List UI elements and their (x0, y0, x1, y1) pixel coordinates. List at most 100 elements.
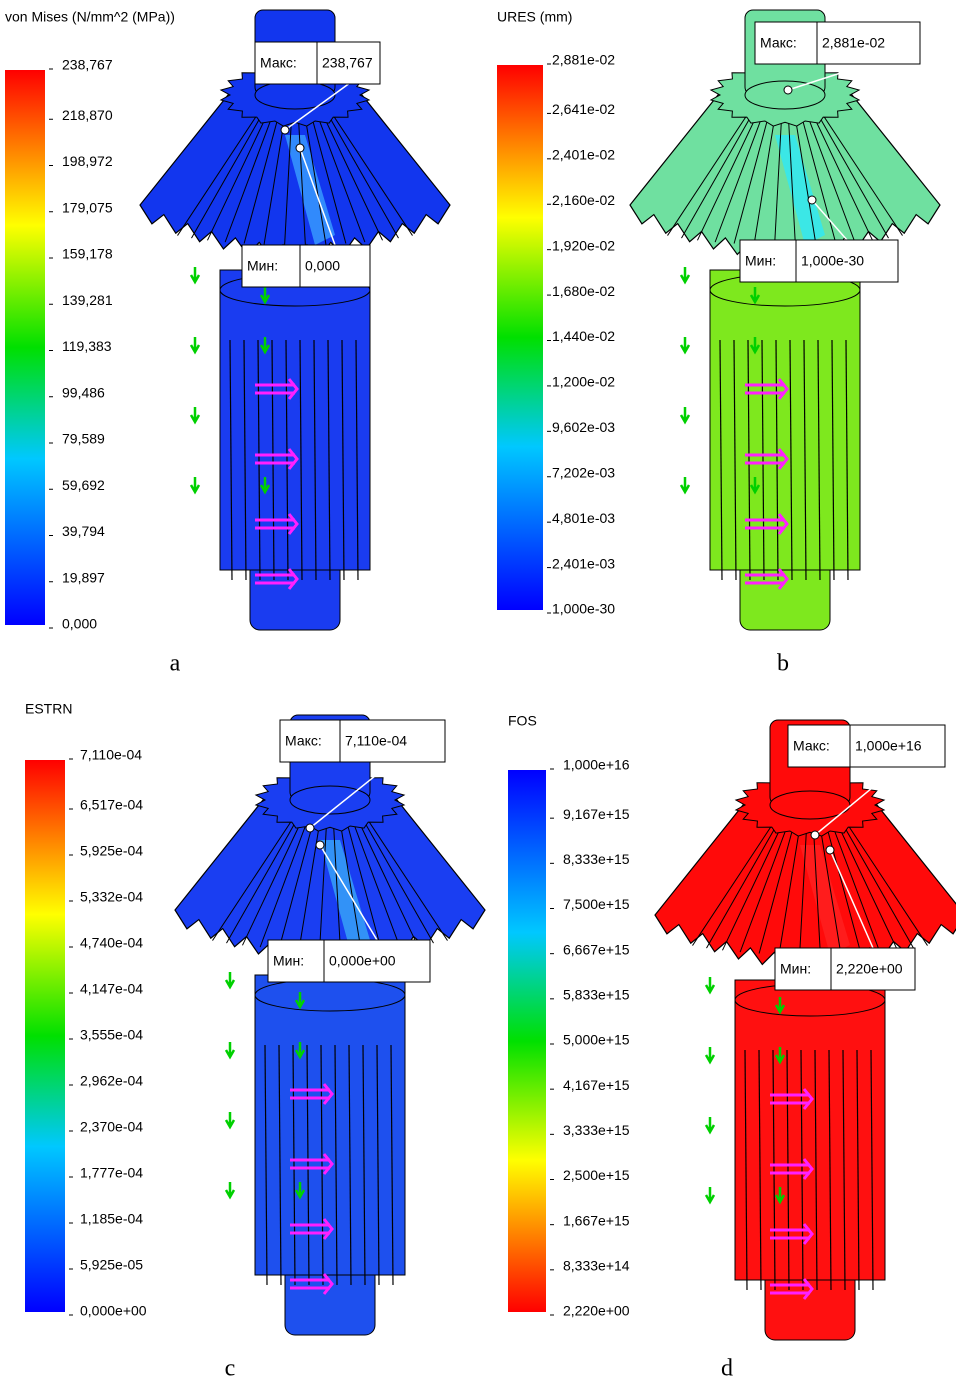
scale-label: 179,075 (62, 199, 113, 215)
fixture-arrow (226, 1042, 234, 1057)
probe-point (306, 824, 314, 832)
scale-label: 2,881e-02 (552, 52, 615, 68)
color-bar (508, 770, 546, 1312)
scale-label: 139,281 (62, 292, 113, 308)
scale-label: 2,401e-03 (552, 555, 615, 571)
scale-label: 1,440e-02 (552, 328, 615, 344)
legend-title: ESTRN (25, 701, 72, 717)
fixture-arrow (706, 1117, 714, 1132)
fixture-arrow (191, 477, 199, 492)
panel-caption: a (170, 651, 181, 677)
boss-top (770, 791, 850, 819)
scale-label: 5,000e+15 (563, 1032, 630, 1048)
fixture-arrow (681, 407, 689, 422)
fixture-arrow (681, 337, 689, 352)
scale-label: 19,897 (62, 569, 105, 585)
scale-label: 1,000e-30 (552, 601, 615, 617)
scale-label: 7,500e+15 (563, 896, 630, 912)
scale-label: 9,167e+15 (563, 806, 630, 822)
probe-point (296, 144, 304, 152)
min-value: 0,000e+00 (329, 953, 396, 969)
fixture-arrow (681, 477, 689, 492)
scale-label: 3,555e-04 (80, 1027, 143, 1043)
scale-label: 79,589 (62, 431, 105, 447)
min-label: Мин: (745, 253, 776, 269)
model-d (655, 720, 956, 1340)
scale-label: 2,160e-02 (552, 192, 615, 208)
legend-title: FOS (508, 713, 537, 729)
scale-label: 5,332e-04 (80, 889, 143, 905)
color-bar (25, 760, 65, 1312)
scale-label: 5,925e-05 (80, 1257, 143, 1273)
min-value: 1,000e-30 (801, 253, 864, 269)
scale-label: 1,667e+15 (563, 1212, 630, 1228)
fixture-arrow (706, 1187, 714, 1202)
scale-label: 2,641e-02 (552, 101, 615, 117)
scale-label: 2,500e+15 (563, 1167, 630, 1183)
scale-label: 218,870 (62, 107, 113, 123)
probe-point (811, 831, 819, 839)
legend-title: URES (mm) (497, 9, 572, 25)
max-label: Макс: (260, 55, 297, 71)
scale-label: 119,383 (62, 338, 112, 354)
scale-label: 4,801e-03 (552, 510, 615, 526)
scale-label: 3,333e+15 (563, 1122, 630, 1138)
scale-label: 0,000 (62, 616, 97, 632)
scale-label: 2,370e-04 (80, 1119, 143, 1135)
scale-label: 99,486 (62, 384, 105, 400)
probe-point (316, 841, 324, 849)
scale-label: 1,777e-04 (80, 1165, 143, 1181)
scale-label: 1,680e-02 (552, 283, 615, 299)
model-c (175, 715, 485, 1335)
boss-top (745, 81, 825, 109)
model-a (140, 10, 450, 630)
scale-label: 5,833e+15 (563, 987, 630, 1003)
color-bar (5, 70, 45, 625)
max-value: 1,000e+16 (855, 738, 922, 754)
max-label: Макс: (285, 733, 322, 749)
scale-label: 2,962e-04 (80, 1073, 143, 1089)
min-label: Мин: (247, 258, 278, 274)
min-value: 2,220e+00 (836, 961, 903, 977)
fixture-arrow (706, 1047, 714, 1062)
scale-label: 8,333e+14 (563, 1258, 630, 1274)
legend-title: von Mises (N/mm^2 (MPa)) (5, 9, 175, 25)
fixture-arrow (681, 267, 689, 282)
probe-point (281, 126, 289, 134)
panel-caption: b (777, 651, 789, 677)
probe-point (808, 196, 816, 204)
color-bar (497, 65, 543, 610)
fixture-arrow (226, 1182, 234, 1197)
scale-label: 4,740e-04 (80, 935, 143, 951)
scale-label: 7,202e-03 (552, 464, 615, 480)
panel-caption: c (225, 1356, 236, 1380)
scale-label: 2,401e-02 (552, 147, 615, 163)
min-label: Мин: (780, 961, 811, 977)
scale-label: 238,767 (62, 57, 113, 73)
fixture-arrow (191, 267, 199, 282)
fixture-arrow (226, 1112, 234, 1127)
scale-label: 4,167e+15 (563, 1077, 630, 1093)
scale-label: 1,000e+16 (563, 757, 630, 773)
scale-label: 5,925e-04 (80, 843, 143, 859)
boss-top (255, 81, 335, 109)
scale-label: 59,692 (62, 477, 105, 493)
max-value: 238,767 (322, 55, 373, 71)
max-value: 7,110e-04 (345, 733, 407, 749)
probe-point (826, 846, 834, 854)
scale-label: 1,200e-02 (552, 374, 615, 390)
fixture-arrow (191, 337, 199, 352)
fixture-arrow (226, 972, 234, 987)
scale-label: 0,000e+00 (80, 1303, 147, 1319)
probe-point (784, 86, 792, 94)
scale-label: 1,185e-04 (80, 1211, 143, 1227)
fixture-arrow (706, 977, 714, 992)
scale-label: 6,517e-04 (80, 797, 143, 813)
scale-label: 7,110e-04 (80, 747, 142, 763)
min-label: Мин: (273, 953, 304, 969)
model-b (630, 10, 940, 630)
max-label: Макс: (793, 738, 830, 754)
scale-label: 8,333e+15 (563, 851, 630, 867)
fixture-arrow (191, 407, 199, 422)
panel-caption: d (721, 1356, 733, 1380)
